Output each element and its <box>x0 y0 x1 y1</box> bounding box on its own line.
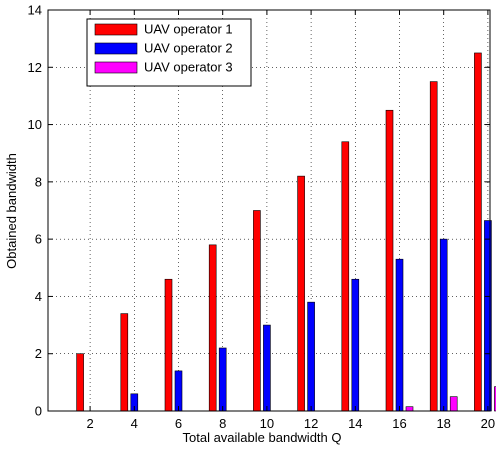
bar-1-8 <box>208 244 217 412</box>
x-tick-label: 18 <box>436 416 450 431</box>
axis-ticks <box>48 9 490 412</box>
bar-2-10 <box>263 324 271 412</box>
y-tick-label: 4 <box>35 289 42 304</box>
bar-3-16 <box>405 406 414 412</box>
x-tick-label: 2 <box>86 416 93 431</box>
legend-label: UAV operator 1 <box>144 22 233 37</box>
x-tick-label: 10 <box>260 416 274 431</box>
bar-1-12 <box>297 175 305 412</box>
bar-1-4 <box>120 313 129 412</box>
bar-1-20 <box>474 52 482 412</box>
bars <box>76 52 496 412</box>
x-tick-label: 12 <box>304 416 318 431</box>
x-tick-label: 14 <box>348 416 362 431</box>
y-tick-label: 14 <box>28 3 42 18</box>
x-tick-label: 16 <box>392 416 406 431</box>
bar-2-16 <box>395 258 404 412</box>
bar-3-20 <box>494 386 496 412</box>
bar-1-6 <box>164 278 173 412</box>
x-tick-labels: 2 4 6 8 10 12 14 16 18 20 <box>86 416 495 431</box>
bar-1-18 <box>429 81 438 412</box>
legend-label: UAV operator 3 <box>144 60 233 75</box>
legend-swatch <box>94 61 138 74</box>
bar-2-12 <box>307 301 315 412</box>
legend-label: UAV operator 2 <box>144 41 233 56</box>
bar-1-16 <box>385 109 394 412</box>
bar-1-14 <box>341 141 350 412</box>
plot-frame <box>47 9 491 412</box>
y-tick-label: 10 <box>28 117 42 132</box>
x-tick-label: 4 <box>131 416 138 431</box>
bar-2-6 <box>174 370 183 412</box>
y-tick-label: 12 <box>28 60 42 75</box>
y-tick-label: 2 <box>35 346 42 361</box>
y-tick-label: 0 <box>35 404 42 419</box>
y-tick-label: 8 <box>35 174 42 189</box>
bar-3-18 <box>449 396 458 412</box>
x-tick-label: 8 <box>219 416 226 431</box>
x-tick-label: 6 <box>175 416 182 431</box>
bar-2-18 <box>439 238 448 412</box>
legend: UAV operator 1 UAV operator 2 UAV operator… <box>86 18 252 87</box>
y-tick-label: 6 <box>35 232 42 247</box>
bar-1-10 <box>253 210 261 412</box>
bar-1-2 <box>76 353 84 412</box>
bar-2-14 <box>351 278 360 412</box>
y-axis-label: Obtained bandwidth <box>4 153 19 269</box>
bar-2-8 <box>218 347 227 412</box>
legend-swatch <box>94 42 138 55</box>
y-tick-labels: 0 2 4 6 8 10 12 14 <box>28 3 42 419</box>
x-tick-label: 20 <box>481 416 495 431</box>
legend-swatch <box>94 23 138 36</box>
x-axis-label: Total available bandwidth Q <box>183 430 342 445</box>
